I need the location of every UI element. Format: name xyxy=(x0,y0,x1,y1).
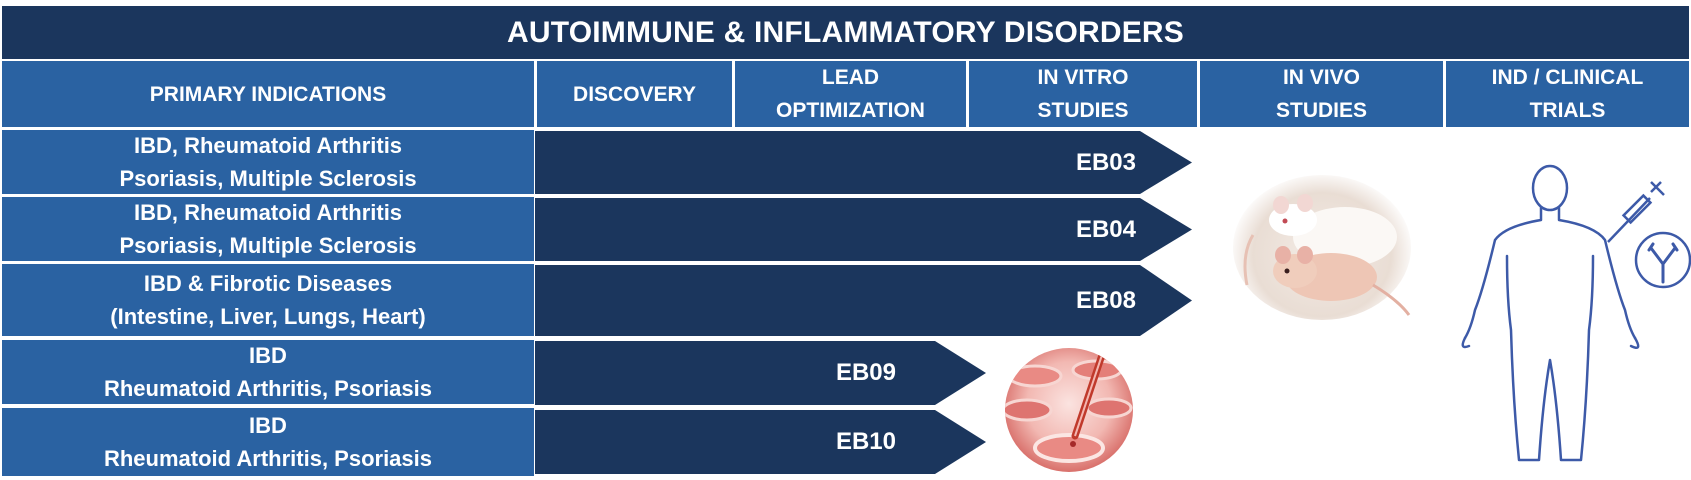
pipeline-arrow: EB03 xyxy=(535,131,1192,194)
stage-header-row: PRIMARY INDICATIONS DISCOVERY LEAD OPTIM… xyxy=(2,61,1689,127)
program-label: EB04 xyxy=(1075,215,1136,243)
header-ind-clinical-trials: IND / CLINICAL TRIALS xyxy=(1446,61,1689,127)
indication-label: IBD & Fibrotic Diseases (Intestine, Live… xyxy=(2,264,534,336)
indication-label: IBD Rheumatoid Arthritis, Psoriasis xyxy=(2,340,534,404)
pipeline-arrow: EB04 xyxy=(535,198,1192,261)
syringe-icon xyxy=(1607,181,1665,243)
program-label: EB08 xyxy=(1075,286,1136,314)
header-in-vitro-studies: IN VITRO STUDIES xyxy=(969,61,1197,127)
program-label: EB09 xyxy=(835,359,896,386)
pipeline-arrow: EB09 xyxy=(535,341,986,405)
human-injection-icon xyxy=(1461,164,1691,462)
header-in-vivo-studies: IN VIVO STUDIES xyxy=(1200,61,1443,127)
program-label: EB10 xyxy=(835,428,896,455)
mice-photo xyxy=(1233,175,1411,320)
program-label: EB03 xyxy=(1075,148,1136,176)
indication-label: IBD, Rheumatoid Arthritis Psoriasis, Mul… xyxy=(2,130,534,194)
page-title: AUTOIMMUNE & INFLAMMATORY DISORDERS xyxy=(2,6,1689,59)
pipeline-arrow: EB10 xyxy=(535,410,986,474)
petri-dish-photo xyxy=(1005,348,1133,472)
header-lead-optimization: LEAD OPTIMIZATION xyxy=(735,61,966,127)
header-primary-indications: PRIMARY INDICATIONS xyxy=(2,61,534,127)
antibody-icon xyxy=(1634,231,1691,289)
header-discovery: DISCOVERY xyxy=(537,61,732,127)
indication-label: IBD Rheumatoid Arthritis, Psoriasis xyxy=(2,408,534,476)
indication-label: IBD, Rheumatoid Arthritis Psoriasis, Mul… xyxy=(2,197,534,261)
pipeline-arrow: EB08 xyxy=(535,265,1192,336)
